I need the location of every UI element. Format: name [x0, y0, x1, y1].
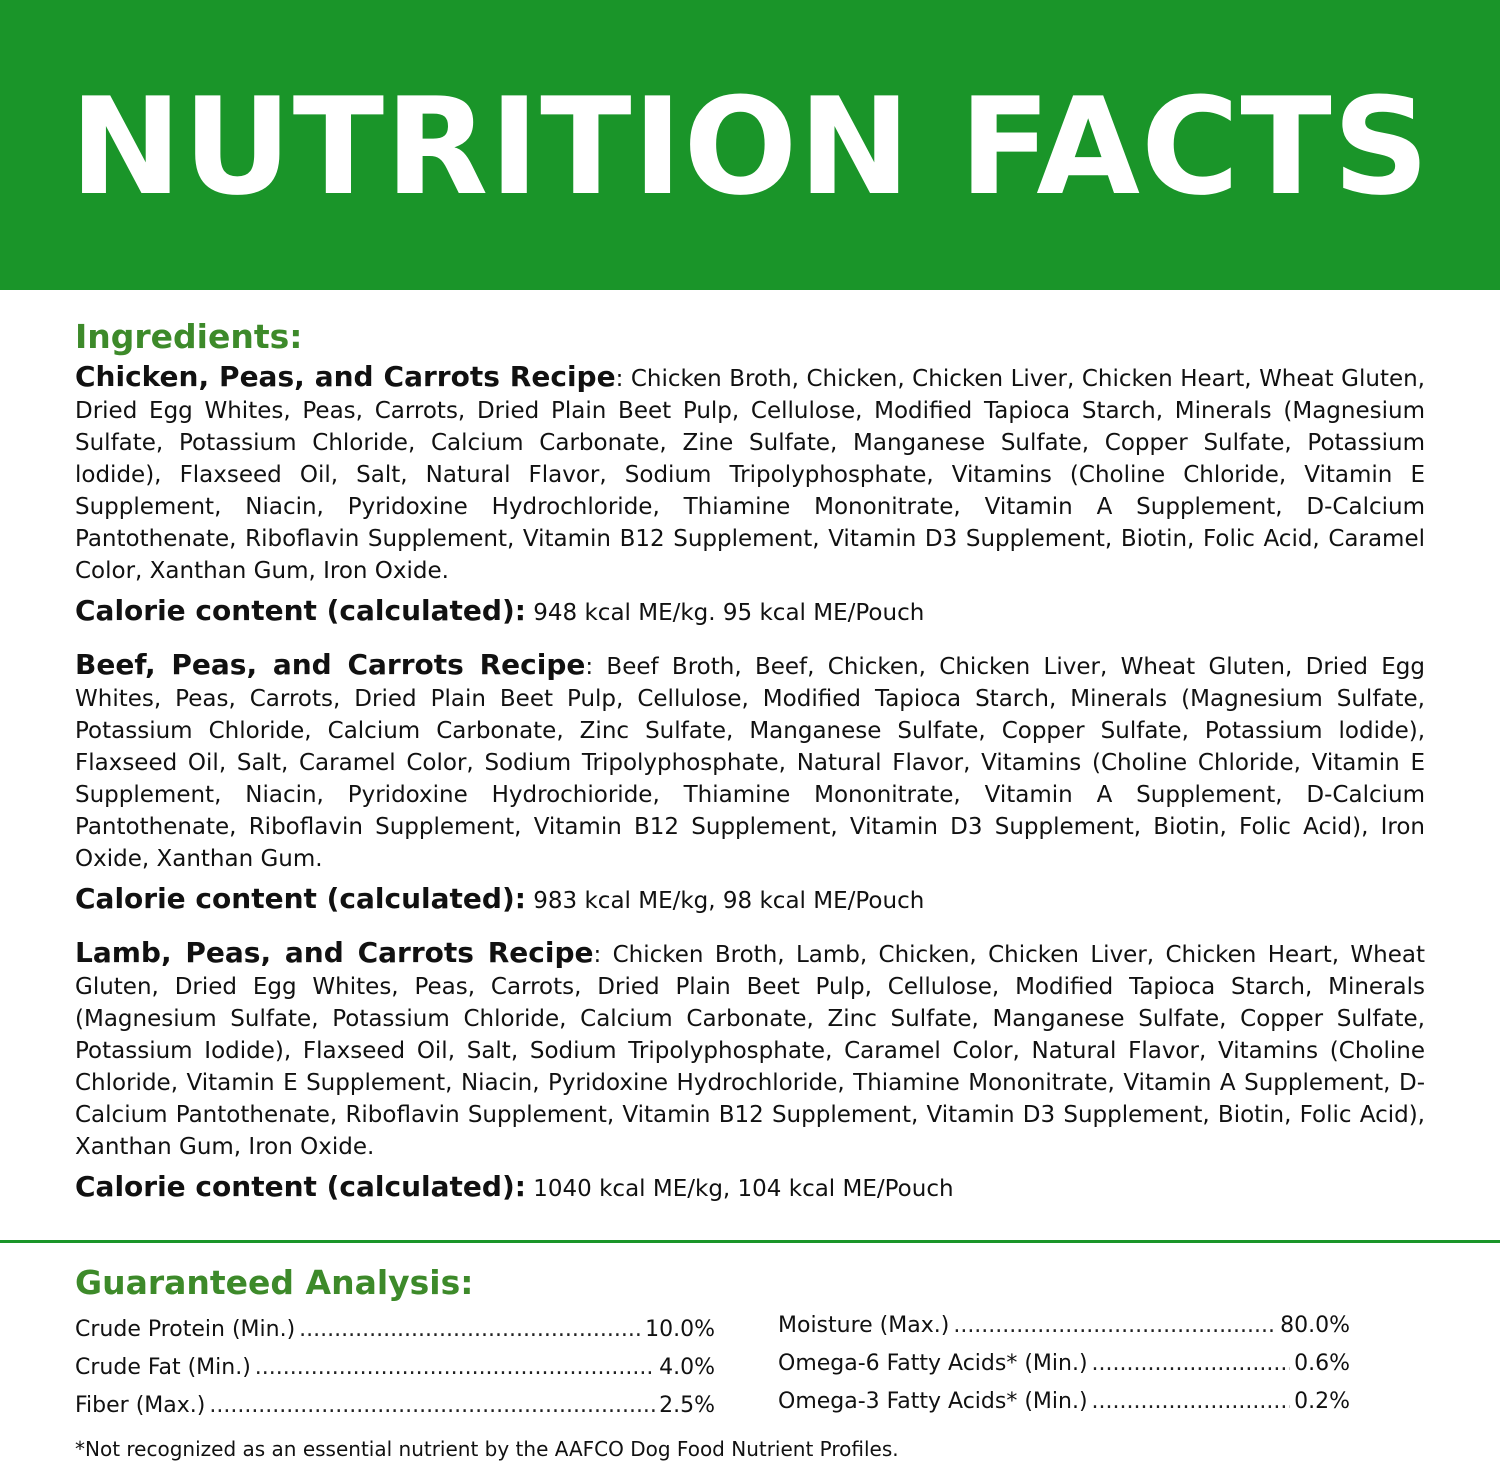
recipe-ingredient-list: : Chicken Broth, Lamb, Chicken, Chicken … [75, 942, 1425, 1160]
analysis-label: Omega-6 Fatty Acids* (Min.) [778, 1351, 1088, 1376]
recipe-block-beef: Beef, Peas, and Carrots Recipe: Beef Bro… [75, 649, 1425, 917]
recipe-name: Lamb, Peas, and Carrots Recipe [75, 936, 594, 969]
recipe-name: Beef, Peas, and Carrots Recipe [75, 648, 586, 681]
analysis-label: Moisture (Max.) [778, 1313, 950, 1338]
analysis-label: Omega-3 Fatty Acids* (Min.) [778, 1389, 1088, 1414]
calorie-value: 948 kcal ME/kg. 95 kcal ME/Pouch [525, 600, 925, 626]
recipe-ingredients: Chicken, Peas, and Carrots Recipe: Chick… [75, 361, 1425, 587]
calorie-label: Calorie content (calculated): [75, 594, 526, 627]
calorie-label: Calorie content (calculated): [75, 1170, 526, 1203]
recipe-block-chicken: Chicken, Peas, and Carrots Recipe: Chick… [75, 361, 1425, 629]
footnote: *Not recognized as an essential nutrient… [75, 1437, 899, 1461]
calorie-value: 1040 kcal ME/kg, 104 kcal ME/Pouch [525, 1176, 954, 1202]
analysis-column-left: Crude Protein (Min.) 10.0% Crude Fat (Mi… [75, 1311, 715, 1425]
analysis-row: Crude Fat (Min.) 4.0% [75, 1349, 715, 1387]
dot-leader [953, 1307, 1276, 1345]
recipe-name: Chicken, Peas, and Carrots Recipe [75, 360, 616, 393]
analysis-row: Moisture (Max.) 80.0% [778, 1307, 1350, 1345]
analysis-row: Crude Protein (Min.) 10.0% [75, 1311, 715, 1349]
recipe-ingredients: Lamb, Peas, and Carrots Recipe: Chicken … [75, 937, 1425, 1163]
analysis-label: Crude Protein (Min.) [75, 1317, 296, 1342]
section-divider [0, 1240, 1500, 1243]
calorie-content: Calorie content (calculated): 948 kcal M… [75, 595, 1425, 629]
analysis-row: Omega-3 Fatty Acids* (Min.) 0.2% [778, 1383, 1350, 1421]
analysis-value: 2.5% [659, 1393, 715, 1418]
analysis-table: Crude Protein (Min.) 10.0% Crude Fat (Mi… [75, 1311, 1425, 1431]
analysis-value: 4.0% [659, 1355, 715, 1380]
analysis-value: 0.2% [1294, 1389, 1350, 1414]
dot-leader [299, 1311, 641, 1349]
analysis-value: 0.6% [1294, 1351, 1350, 1376]
guaranteed-analysis-section: Guaranteed Analysis: Crude Protein (Min.… [75, 1259, 1425, 1463]
dot-leader [1092, 1383, 1291, 1421]
ingredients-heading: Ingredients: [75, 317, 303, 356]
recipe-ingredients: Beef, Peas, and Carrots Recipe: Beef Bro… [75, 649, 1425, 875]
header-banner: NUTRITION FACTS [0, 0, 1500, 290]
page-title: NUTRITION FACTS [69, 69, 1431, 225]
recipe-ingredient-list: : Chicken Broth, Chicken, Chicken Liver,… [75, 366, 1425, 584]
calorie-content: Calorie content (calculated): 1040 kcal … [75, 1171, 1425, 1205]
guaranteed-analysis-heading: Guaranteed Analysis: [75, 1263, 474, 1302]
dot-leader [255, 1349, 655, 1387]
calorie-value: 983 kcal ME/kg, 98 kcal ME/Pouch [525, 888, 925, 914]
dot-leader [209, 1387, 655, 1425]
analysis-row: Omega-6 Fatty Acids* (Min.) 0.6% [778, 1345, 1350, 1383]
dot-leader [1092, 1345, 1291, 1383]
analysis-row: Fiber (Max.) 2.5% [75, 1387, 715, 1425]
analysis-label: Fiber (Max.) [75, 1393, 206, 1418]
ingredients-section: Ingredients: Chicken, Peas, and Carrots … [75, 313, 1425, 1205]
recipe-ingredient-list: : Beef Broth, Beef, Chicken, Chicken Liv… [75, 654, 1426, 872]
analysis-value: 10.0% [645, 1317, 715, 1342]
analysis-label: Crude Fat (Min.) [75, 1355, 251, 1380]
calorie-label: Calorie content (calculated): [75, 882, 526, 915]
recipe-block-lamb: Lamb, Peas, and Carrots Recipe: Chicken … [75, 937, 1425, 1205]
analysis-value: 80.0% [1280, 1313, 1350, 1338]
analysis-column-right: Moisture (Max.) 80.0% Omega-6 Fatty Acid… [778, 1307, 1350, 1421]
calorie-content: Calorie content (calculated): 983 kcal M… [75, 883, 1425, 917]
